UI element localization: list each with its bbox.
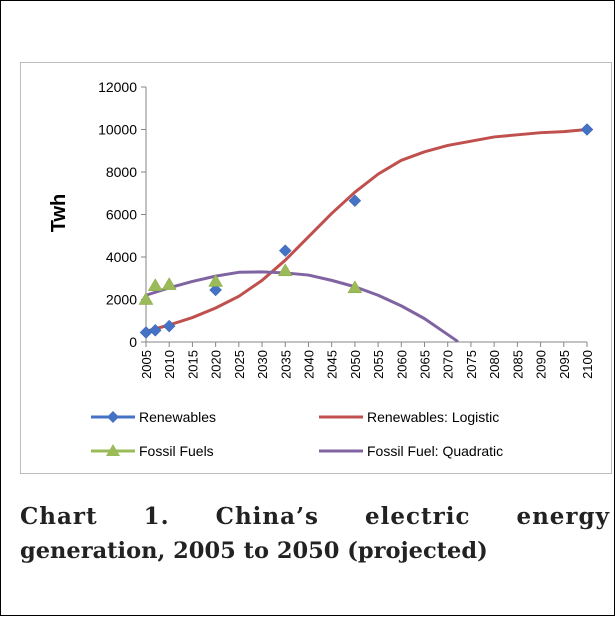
x-tick-label: 2045 — [325, 350, 340, 379]
x-tick-label: 2055 — [371, 350, 386, 379]
y-tick-label: 10000 — [98, 122, 137, 138]
x-tick-label: 2010 — [162, 350, 177, 379]
renewables-point — [140, 326, 152, 338]
renewables-point — [163, 320, 175, 332]
x-tick-label: 2090 — [534, 350, 549, 379]
renewables-point — [149, 324, 161, 336]
x-tick-label: 2095 — [557, 350, 572, 379]
x-tick-label: 2060 — [394, 350, 409, 379]
y-tick-label: 12000 — [98, 79, 137, 95]
x-tick-label: 2015 — [185, 350, 200, 379]
x-tick-label: 2080 — [487, 350, 502, 379]
y-tick-label: 6000 — [106, 207, 137, 223]
fossil-fuels-point — [162, 278, 176, 290]
legend-label: Renewables — [139, 409, 216, 425]
y-tick-label: 0 — [129, 334, 137, 350]
x-tick-label: 2040 — [301, 350, 316, 379]
renewables-point — [581, 124, 593, 136]
x-tick-label: 2065 — [418, 350, 433, 379]
x-tick-label: 2030 — [255, 350, 270, 379]
x-tick-label: 2050 — [348, 350, 363, 379]
legend-label: Renewables: Logistic — [367, 409, 499, 425]
x-tick-label: 2085 — [510, 350, 525, 379]
x-tick-label: 2100 — [580, 350, 595, 379]
chart-area: 0 2000 4000 6000 8000 10000 12000 2005 2010 2015 2… — [20, 62, 612, 474]
legend-label: Fossil Fuel: Quadratic — [367, 443, 503, 459]
fossil-quadratic-line — [146, 272, 457, 341]
chart-svg: 0 2000 4000 6000 8000 10000 12000 2005 2010 2015 2… — [21, 63, 611, 473]
x-tick-label: 2025 — [232, 350, 247, 379]
y-tick-label: 2000 — [106, 292, 137, 308]
x-tick-label: 2005 — [139, 350, 154, 379]
y-axis-title: Twh — [48, 194, 70, 233]
caption-line-2: generation, 2005 to 2050 (projected) — [20, 534, 610, 568]
renewables-logistic-line — [146, 130, 587, 332]
caption-line-1: Chart 1. China’s electric energy — [20, 500, 610, 534]
figure-caption: Chart 1. China’s electric energy generat… — [20, 500, 610, 568]
y-tick-label: 4000 — [106, 249, 137, 265]
x-tick-label: 2035 — [278, 350, 293, 379]
legend-label: Fossil Fuels — [139, 443, 214, 459]
x-tick-label: 2020 — [209, 350, 224, 379]
x-tick-label: 2070 — [441, 350, 456, 379]
y-tick-label: 8000 — [106, 164, 137, 180]
x-tick-label: 2075 — [464, 350, 479, 379]
fossil-fuels-point — [148, 279, 162, 291]
legend-diamond-marker — [107, 411, 119, 423]
